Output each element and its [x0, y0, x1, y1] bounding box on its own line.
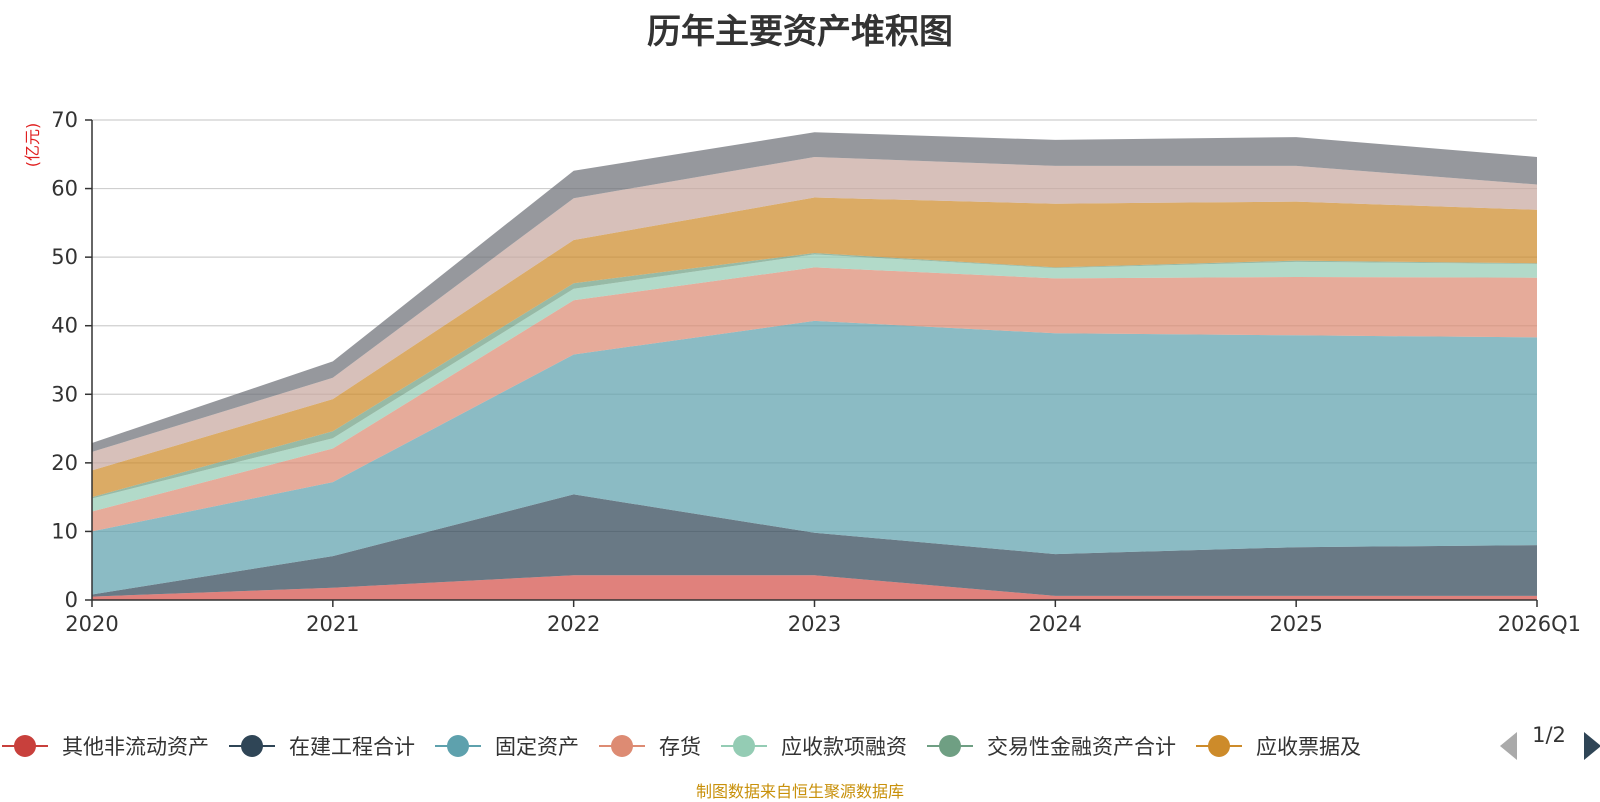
x-tick-label: 2021 [306, 612, 359, 636]
chart-title: 历年主要资产堆积图 [647, 12, 953, 52]
legend-item[interactable]: 应收票据及 [1196, 735, 1361, 759]
legend-label: 其他非流动资产 [62, 735, 209, 759]
legend-marker [1208, 735, 1230, 757]
area-series-0[interactable] [92, 575, 1537, 600]
legend-marker [14, 735, 36, 757]
legend-item[interactable]: 其他非流动资产 [2, 735, 209, 759]
axes: 0 10 20 30 40 50 60 70 2020 2021 2022 2023 2024 2025 2… [51, 108, 1581, 636]
legend-label: 交易性金融资产合计 [987, 735, 1176, 759]
area-series-7[interactable] [92, 157, 1537, 471]
area-series-8[interactable] [92, 132, 1537, 452]
legend-marker [733, 735, 755, 757]
legend-item[interactable]: 应收款项融资 [721, 735, 907, 759]
x-tick-label: 2025 [1269, 612, 1322, 636]
y-tick-label: 30 [51, 382, 78, 406]
legend-next-page-icon[interactable] [1584, 732, 1600, 760]
legend-marker [939, 735, 961, 757]
y-tick-label: 10 [51, 519, 78, 543]
legend-pager: 1/2 [1500, 723, 1600, 760]
y-tick-label: 60 [51, 177, 78, 201]
legend-prev-page-icon[interactable] [1500, 732, 1517, 760]
legend-label: 存货 [659, 735, 701, 759]
y-tick-label: 50 [51, 245, 78, 269]
legend-label: 应收款项融资 [781, 735, 907, 759]
legend-page-indicator: 1/2 [1532, 723, 1566, 747]
legend-label: 固定资产 [495, 735, 579, 759]
area-series-6[interactable] [92, 197, 1537, 498]
y-tick-label: 20 [51, 451, 78, 475]
legend-marker [611, 735, 633, 757]
area-series-1[interactable] [92, 494, 1537, 597]
legend-label: 应收票据及 [1256, 735, 1361, 759]
area-series-2[interactable] [92, 320, 1537, 595]
legend-label: 在建工程合计 [289, 735, 415, 759]
legend-marker [447, 735, 469, 757]
area-series-3[interactable] [92, 267, 1537, 532]
legend-item[interactable]: 在建工程合计 [229, 735, 415, 759]
y-tick-label: 40 [51, 314, 78, 338]
area-series [92, 132, 1537, 600]
x-tick-label: 2023 [788, 612, 841, 636]
y-tick-label: 70 [51, 108, 78, 132]
x-tick-label: 2022 [547, 612, 600, 636]
data-source-note: 制图数据来自恒生聚源数据库 [695, 782, 904, 801]
legend-marker [241, 735, 263, 757]
legend-item[interactable]: 固定资产 [435, 735, 579, 759]
legend-item[interactable]: 存货 [599, 735, 701, 759]
legend: 其他非流动资产 在建工程合计 固定资产 存货 应收款项融资 交易性金融资产合计 应收票据及 [2, 735, 1361, 759]
y-axis-unit-label: (亿元) [23, 123, 42, 168]
y-tick-label: 0 [65, 588, 78, 612]
x-tick-label: 2024 [1029, 612, 1082, 636]
legend-item[interactable]: 交易性金融资产合计 [927, 735, 1176, 759]
x-tick-label: 2026Q1 [1498, 612, 1581, 636]
x-tick-label: 2020 [65, 612, 118, 636]
